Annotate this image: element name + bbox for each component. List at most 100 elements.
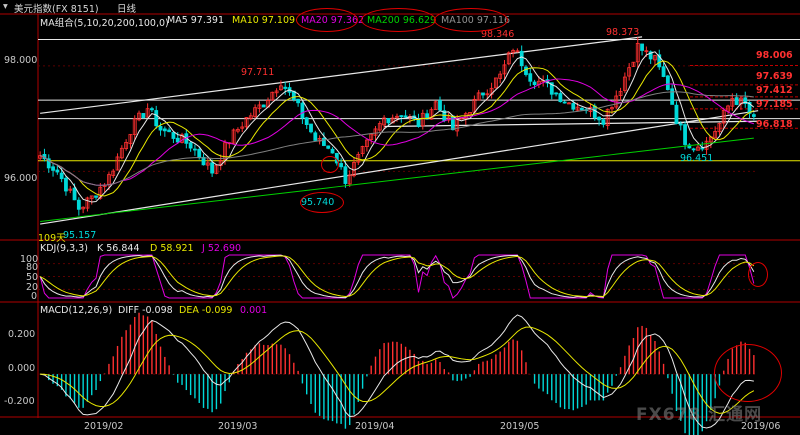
candle-body [726, 105, 730, 112]
candle-body [81, 206, 86, 210]
candle-body [119, 147, 124, 159]
kdj-k-line [39, 254, 755, 299]
candle-body [502, 64, 507, 75]
candle-body [661, 66, 666, 77]
candle-body [575, 106, 580, 111]
kdj-ytick-0: 0 [31, 291, 38, 302]
xtick-2019-03: 2019/03 [218, 421, 258, 432]
legend-diff: DIFF -0.098 [118, 305, 173, 316]
candle-body [309, 123, 313, 133]
candle-body [283, 86, 288, 89]
candle-body [592, 105, 597, 118]
legend-d: D 58.921 [150, 243, 194, 254]
candle-body [197, 149, 202, 158]
annotation-high-97711: 97.711 [241, 67, 275, 78]
candle-body [429, 109, 434, 120]
candle-body [132, 118, 137, 135]
ma10-line [39, 60, 755, 197]
candle-body [446, 116, 451, 121]
ma5-line [39, 51, 755, 203]
kdj-legend-name: KDJ(9,3,3) [40, 243, 88, 254]
candle-body [244, 117, 249, 128]
candle-body [343, 166, 348, 184]
annotation-high-98373: 98.373 [606, 27, 640, 38]
candle-body [665, 75, 670, 91]
candle-body [696, 146, 700, 151]
candle-body [326, 145, 331, 149]
watermark: FX678 汇通网 [636, 405, 763, 425]
candle-body [549, 82, 554, 95]
candle-body [476, 92, 481, 101]
candle-body [627, 67, 632, 77]
candle-body [734, 97, 739, 105]
oval-low-95740 [300, 192, 344, 213]
macd-ytick-000: 0.000 [8, 363, 36, 374]
candle-body [644, 50, 649, 53]
candle-body [51, 166, 55, 171]
legend-ma10: MA10 97.109 [232, 15, 296, 26]
candle-body [339, 163, 344, 168]
candle-body [111, 170, 116, 176]
pricetag-97412: 97.412 [756, 85, 793, 96]
candle-body [730, 98, 735, 107]
candle-body [55, 169, 60, 173]
candle-body [279, 85, 283, 91]
candle-body [94, 195, 98, 198]
candle-body [532, 81, 537, 86]
candle-body [137, 112, 141, 121]
menu-icon[interactable]: ▾ [3, 1, 8, 12]
candle-body [704, 140, 709, 150]
annotation-low-96451: 96.451 [680, 153, 714, 164]
period-label[interactable]: 日线 [117, 4, 137, 15]
ma200-line [40, 137, 754, 222]
candle-body [382, 117, 387, 126]
candle-body [640, 43, 644, 51]
kdj-ytick-80: 80 [26, 262, 39, 273]
candle-body [205, 162, 210, 166]
candle-body [399, 115, 404, 118]
oval-ma100 [434, 8, 508, 32]
candle-body [59, 172, 64, 180]
candle-body [89, 195, 94, 199]
candle-body [150, 108, 154, 111]
candle-body [648, 51, 653, 60]
candle-body [420, 112, 425, 127]
candle-body [717, 123, 722, 133]
annotation-low-95157: 95.157 [63, 230, 97, 241]
candle-body [653, 55, 657, 61]
candle-body [485, 93, 490, 96]
candle-body [403, 115, 408, 118]
macd-ytick-020: 0.200 [8, 329, 36, 340]
ma100-line [39, 91, 754, 186]
kdj-d-line [39, 255, 755, 298]
candle-body [610, 107, 614, 110]
candle-body [85, 197, 90, 209]
kdj-j-line [39, 254, 755, 299]
pricetag-98006: 98.006 [756, 50, 793, 61]
candle-body [493, 77, 498, 89]
candle-body [261, 104, 266, 108]
candle-body [597, 116, 601, 121]
candle-body [115, 156, 120, 171]
candle-body [76, 199, 81, 210]
candle-body [395, 115, 399, 118]
macd-ytick-m020: -0.200 [4, 396, 35, 407]
candle-body [223, 142, 227, 160]
candle-body [562, 101, 567, 104]
macd-legend: MACD(12,26,9) DIFF -0.098 DEA -0.099 0.0… [0, 305, 800, 319]
candle-body [683, 124, 687, 145]
xtick-2019-05: 2019/05 [500, 421, 540, 432]
pricetag-97639: 97.639 [756, 71, 793, 82]
candle-body [416, 118, 421, 127]
candle-body [691, 148, 696, 151]
candle-body [506, 52, 511, 65]
candle-body [188, 142, 193, 149]
candle-body [670, 88, 675, 105]
candle-body [558, 93, 563, 103]
annotation-days: 109天 [38, 233, 66, 244]
candle-body [657, 54, 662, 68]
candle-body [635, 42, 640, 63]
candle-body [743, 97, 748, 104]
candle-body [257, 104, 262, 109]
